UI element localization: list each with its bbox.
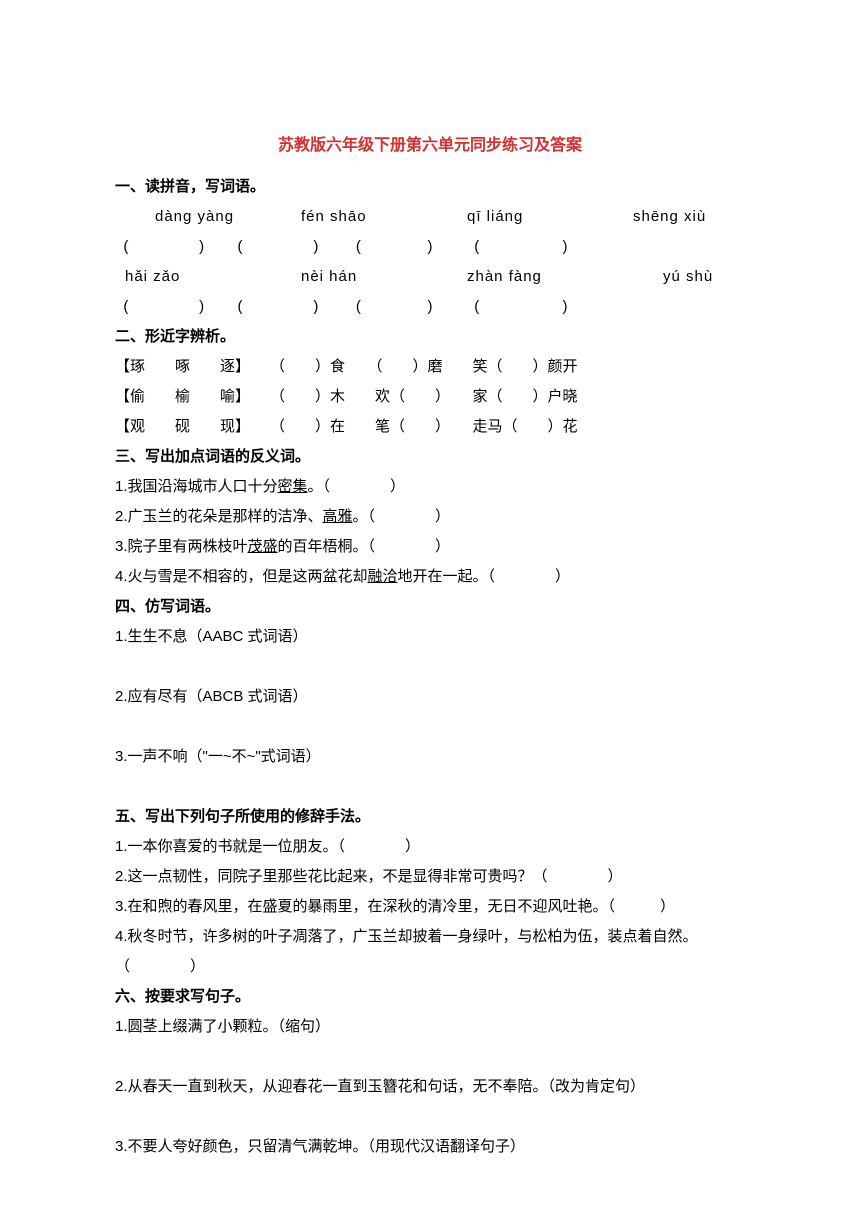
pinyin-1-4: shēng xiù [633, 202, 706, 232]
pinyin-2-3: zhàn fàng [467, 262, 663, 292]
section3-item-4: 4.火与雪是不相容的，但是这两盆花却融洽地开在一起。（ ） [115, 562, 745, 592]
section6-item-1: 1.圆茎上缀满了小颗粒。（缩句） [115, 1012, 745, 1042]
underlined-word-4: 融洽 [368, 568, 398, 585]
pinyin-row-1: dàng yàng fén shāo qī liáng shēng xiù [115, 202, 745, 232]
spacer [115, 652, 745, 682]
char-group-1: 【琢 啄 逐】 [115, 352, 250, 382]
section5-item-3: 3.在和煦的春风里，在盛夏的暴雨里，在深秋的清冷里，无日不迎风吐艳。（ ） [115, 892, 745, 922]
pinyin-2-2: nèi hán [301, 262, 467, 292]
section3-heading: 三、写出加点词语的反义词。 [115, 442, 745, 472]
blank-row-2: ( ) ( ) ( ) ( ) [115, 292, 745, 322]
pinyin-1-3: qī liáng [467, 202, 633, 232]
spacer [115, 772, 745, 802]
section2-heading: 二、形近字辨析。 [115, 322, 745, 352]
section3-item-2: 2.广玉兰的花朵是那样的洁净、高雅。（ ） [115, 502, 745, 532]
pinyin-1-2: fén shāo [301, 202, 467, 232]
spacer [115, 1102, 745, 1132]
underlined-word-2: 高雅 [323, 508, 353, 525]
section2-row-3: 【观 砚 现】 （ ）在 笔（ ） 走马（ ）花 [115, 412, 745, 442]
char-items-1: （ ）食 （ ）磨 笑（ ）颜开 [250, 352, 578, 382]
char-group-2: 【偷 榆 喻】 [115, 382, 250, 412]
char-items-2: （ ）木 欢（ ） 家（ ）户晓 [250, 382, 578, 412]
page-title: 苏教版六年级下册第六单元同步练习及答案 [115, 130, 745, 162]
section6-item-3: 3.不要人夸好颜色，只留清气满乾坤。（用现代汉语翻译句子） [115, 1132, 745, 1162]
section4-item-3: 3.一声不响（"一~不~"式词语） [115, 742, 745, 772]
section4-item-1: 1.生生不息（AABC 式词语） [115, 622, 745, 652]
section2-row-2: 【偷 榆 喻】 （ ）木 欢（ ） 家（ ）户晓 [115, 382, 745, 412]
section3-item-3: 3.院子里有两株枝叶茂盛的百年梧桐。（ ） [115, 532, 745, 562]
char-group-3: 【观 砚 现】 [115, 412, 250, 442]
spacer [115, 712, 745, 742]
char-items-3: （ ）在 笔（ ） 走马（ ）花 [250, 412, 578, 442]
pinyin-row-2: hǎi zǎo nèi hán zhàn fàng yú shù [115, 262, 745, 292]
spacer [115, 1042, 745, 1072]
pinyin-2-4: yú shù [663, 262, 713, 292]
pinyin-2-1: hǎi zǎo [125, 262, 301, 292]
section5-item-4: 4.秋冬时节，许多树的叶子凋落了，广玉兰却披着一身绿叶，与松柏为伍，装点着自然。… [115, 922, 745, 982]
section2-row-1: 【琢 啄 逐】 （ ）食 （ ）磨 笑（ ）颜开 [115, 352, 745, 382]
section5-heading: 五、写出下列句子所使用的修辞手法。 [115, 802, 745, 832]
blank-row-1: ( ) ( ) ( ) ( ) [115, 232, 745, 262]
section4-item-2: 2.应有尽有（ABCB 式词语） [115, 682, 745, 712]
section5-item-1: 1.一本你喜爱的书就是一位朋友。（ ） [115, 832, 745, 862]
pinyin-1-1: dàng yàng [155, 202, 301, 232]
section5-item-2: 2.这一点韧性，同院子里那些花比起来，不是显得非常可贵吗？（ ） [115, 862, 745, 892]
underlined-word-3: 茂盛 [248, 538, 278, 555]
section3-item-1: 1.我国沿海城市人口十分密集。（ ） [115, 472, 745, 502]
section1-heading: 一、读拼音，写词语。 [115, 172, 745, 202]
section4-heading: 四、仿写词语。 [115, 592, 745, 622]
underlined-word-1: 密集 [278, 478, 308, 495]
section6-heading: 六、按要求写句子。 [115, 982, 745, 1012]
section6-item-2: 2.从春天一直到秋天，从迎春花一直到玉簪花和句话，无不奉陪。（改为肯定句） [115, 1072, 745, 1102]
